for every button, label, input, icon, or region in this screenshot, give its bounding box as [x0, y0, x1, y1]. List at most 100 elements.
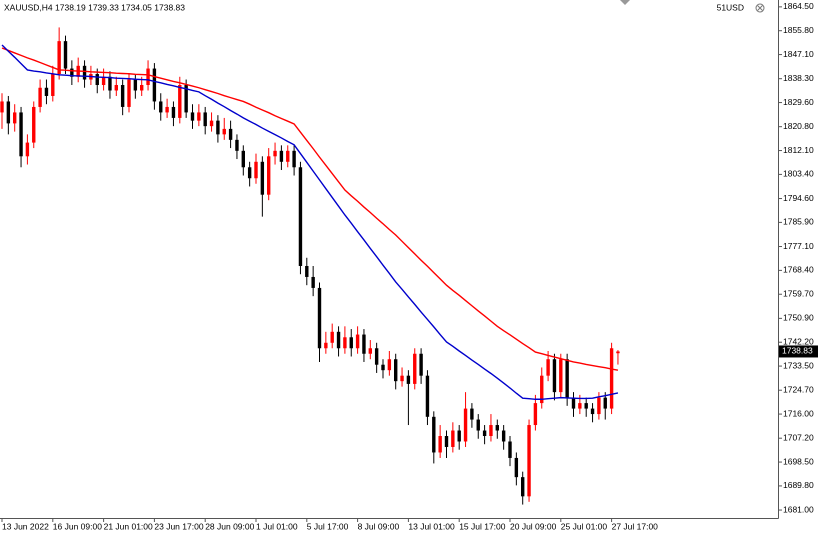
candle-body: [324, 342, 328, 349]
candle-body: [349, 337, 353, 349]
moving-average-line: [1, 44, 619, 400]
x-tick-label: 1 Jul 01:00: [256, 521, 298, 531]
current-price-label: 1738.83: [782, 346, 813, 356]
candle-body: [540, 375, 544, 404]
candle-body: [197, 112, 201, 121]
candle-body: [419, 353, 423, 376]
candle-body: [216, 120, 220, 135]
candle-body: [463, 408, 468, 442]
candle-body: [254, 161, 258, 179]
candle-body: [489, 425, 493, 437]
candle-body: [381, 364, 385, 371]
candle-body: [413, 353, 417, 384]
symbol-label: 51USD: [717, 2, 744, 12]
candle-body: [597, 397, 601, 415]
candle-body: [82, 65, 87, 80]
x-tick-label: 13 Jul 01:00: [408, 521, 455, 531]
candle-body: [457, 430, 461, 442]
candle-body: [273, 150, 277, 157]
candle-body: [159, 101, 163, 113]
x-tick-label: 28 Jun 09:00: [205, 521, 254, 531]
y-tick-label: 1847.10: [783, 49, 814, 59]
candle-body: [108, 76, 112, 91]
current-price-tag: [779, 345, 818, 358]
candle-body: [260, 161, 265, 195]
x-tick-label: 25 Jul 01:00: [561, 521, 608, 531]
candle-body: [235, 139, 239, 151]
candle-body: [387, 359, 392, 371]
candle-body: [495, 425, 499, 431]
x-tick-label: 21 Jun 01:00: [104, 521, 153, 531]
candle-body: [13, 112, 17, 124]
candle-body: [432, 416, 436, 453]
x-tick-label: 23 Jun 17:00: [154, 521, 203, 531]
candle-body: [374, 348, 379, 365]
candle-body: [406, 375, 411, 384]
candle-body: [171, 106, 176, 118]
candle-body: [425, 375, 430, 417]
candle-body: [305, 265, 309, 277]
candle-body: [38, 87, 42, 107]
y-tick-label: 1864.50: [783, 1, 814, 11]
x-tick-label: 27 Jul 17:00: [612, 521, 659, 531]
candle-body: [63, 41, 68, 69]
candle-body: [521, 477, 525, 497]
candle-body: [609, 348, 614, 409]
close-icon[interactable]: [755, 3, 765, 13]
chart-title: XAUUSD,H4 1738.19 1739.33 1734.05 1738.8…: [4, 2, 185, 12]
candle-body: [95, 74, 99, 86]
candle-body: [178, 85, 182, 118]
candle-body: [590, 408, 595, 415]
candle-body: [19, 112, 23, 157]
candle-body: [267, 156, 271, 195]
candle-body: [571, 397, 576, 409]
x-tick-label: 8 Jul 09:00: [358, 521, 400, 531]
candle-body: [330, 331, 334, 343]
candle-body: [127, 79, 131, 107]
candle-body: [546, 359, 550, 376]
candle-body: [120, 85, 125, 107]
candle-body: [559, 359, 563, 393]
y-tick-label: 1785.90: [783, 217, 814, 227]
candle-body: [400, 375, 404, 382]
candle-body: [343, 337, 347, 349]
y-tick-label: 1724.70: [783, 384, 814, 394]
candle-body: [152, 68, 157, 102]
candle-body: [184, 85, 188, 113]
moving-average-line: [1, 47, 619, 371]
y-tick-label: 1716.00: [783, 408, 814, 418]
y-tick-label: 1829.60: [783, 97, 814, 107]
y-tick-label: 1681.00: [783, 504, 814, 514]
candle-body: [552, 359, 557, 393]
candle-body: [476, 419, 480, 431]
candle-body: [514, 457, 519, 478]
candle-body: [508, 441, 512, 458]
candle-body: [565, 359, 569, 398]
candle-body: [394, 359, 398, 382]
candle-body: [451, 430, 455, 447]
candle-body: [133, 79, 138, 91]
candle-body: [362, 334, 366, 354]
candle-body: [444, 436, 449, 447]
candle-body: [140, 85, 144, 91]
y-tick-label: 1750.90: [783, 313, 814, 323]
candle-body: [603, 397, 607, 409]
candle-body: [165, 106, 169, 113]
candle-body: [368, 348, 372, 354]
close-icon-cross[interactable]: [757, 5, 763, 11]
candle-body: [286, 150, 290, 162]
candle-body: [292, 150, 296, 168]
y-tick-label: 1733.50: [783, 360, 814, 370]
candle-body: [70, 68, 74, 77]
y-tick-label: 1742.20: [783, 336, 814, 346]
y-tick-label: 1777.10: [783, 241, 814, 251]
candle-body: [209, 120, 214, 127]
y-tick-label: 1838.30: [783, 73, 814, 83]
x-tick-label: 5 Jul 17:00: [307, 521, 349, 531]
candle-body: [584, 403, 588, 409]
y-tick-label: 1698.50: [783, 456, 814, 466]
y-tick-label: 1812.10: [783, 145, 814, 155]
candle-body: [228, 128, 233, 140]
y-tick-label: 1803.40: [783, 169, 814, 179]
